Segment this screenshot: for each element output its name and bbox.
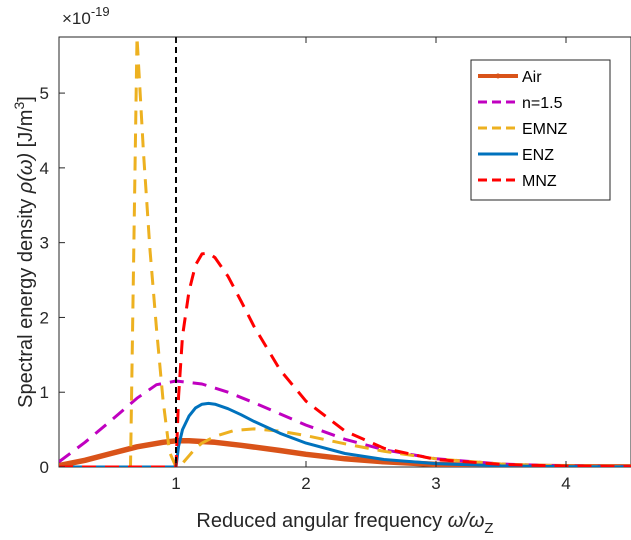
y-axis: 0 1 2 3 4 5 <box>40 84 65 477</box>
x-tick-label: 3 <box>431 474 440 493</box>
legend-marker <box>495 73 501 79</box>
x-tick-label: 2 <box>301 474 310 493</box>
y-tick-label: 2 <box>40 308 49 327</box>
legend: Air n=1.5 EMNZ ENZ MNZ <box>470 59 611 201</box>
legend-box <box>470 59 611 201</box>
legend-label: EMNZ <box>522 121 568 138</box>
legend-item-mnz: MNZ <box>478 173 557 190</box>
y-axis-label: Spectral energy density ρ(ω) [J/m3] <box>11 96 37 408</box>
legend-item-air: Air <box>478 69 542 86</box>
x-tick-label: 4 <box>561 474 570 493</box>
legend-label: n=1.5 <box>522 95 563 112</box>
y-exponent-label: ×10-19 <box>62 4 110 28</box>
x-tick-label: 1 <box>171 474 180 493</box>
x-axis: 1 2 3 4 <box>171 37 571 493</box>
legend-label: ENZ <box>522 147 554 164</box>
legend-label: MNZ <box>522 173 557 190</box>
y-tick-label: 1 <box>40 383 49 402</box>
legend-label: Air <box>522 69 542 86</box>
series-line-emnz <box>59 37 631 467</box>
y-tick-label: 4 <box>40 159 49 178</box>
legend-item-emnz: EMNZ <box>478 121 568 138</box>
series-line-enz <box>59 401 631 467</box>
series-layer <box>59 37 631 467</box>
y-tick-label: 3 <box>40 234 49 253</box>
legend-item-n-1-5: n=1.5 <box>478 95 563 112</box>
series-line-mnz <box>59 251 631 467</box>
x-axis-label: Reduced angular frequency ω/ωZ <box>196 510 493 537</box>
y-tick-label: 0 <box>40 458 49 477</box>
legend-item-enz: ENZ <box>478 147 554 164</box>
y-tick-label: 5 <box>40 84 49 103</box>
